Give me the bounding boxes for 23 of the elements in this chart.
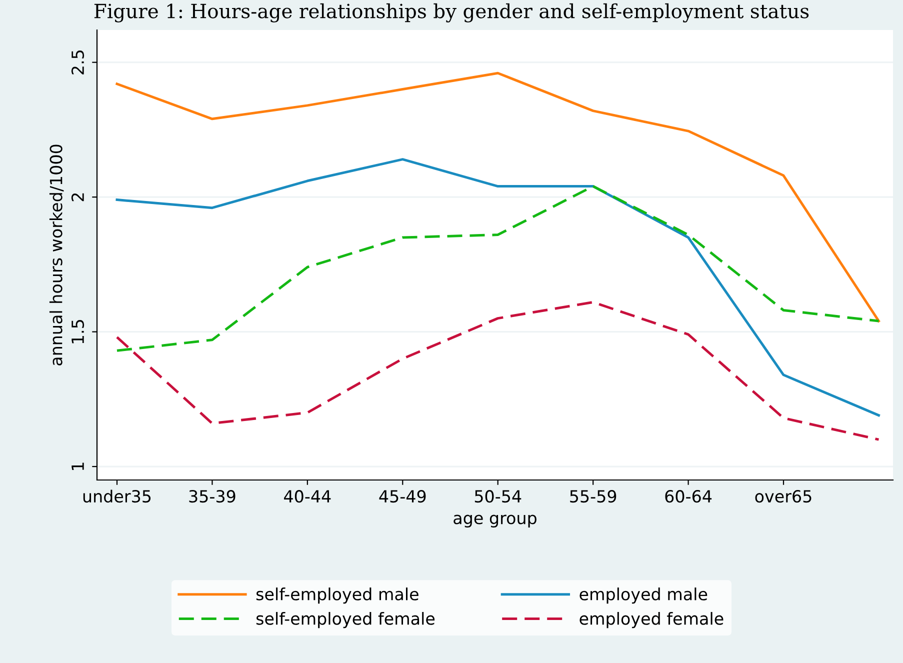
x-tick-label: over65 xyxy=(755,490,812,503)
x-tick-label: 45-49 xyxy=(379,490,426,503)
y-tick-label: 2.5 xyxy=(71,50,84,74)
x-tick-label: 60-64 xyxy=(665,490,712,503)
legend-label: employed female xyxy=(580,612,724,628)
x-tick-label: under35 xyxy=(83,490,151,503)
x-tick-label: 50-54 xyxy=(474,490,522,503)
y-axis-title: annual hours worked/1000 xyxy=(49,144,64,366)
x-tick-label: 55-59 xyxy=(570,490,616,503)
line-series xyxy=(116,158,880,417)
y-tick-label: 1 xyxy=(72,462,84,470)
y-tick-label: 2 xyxy=(71,193,84,202)
x-tick-label: 35-39 xyxy=(189,490,236,503)
x-axis-title: age group xyxy=(454,514,536,528)
legend-label: employed male xyxy=(580,588,708,604)
legend-label: self-employed male xyxy=(256,588,418,604)
line-series xyxy=(116,300,880,441)
line-series xyxy=(116,185,880,352)
x-tick-label: 40-44 xyxy=(284,490,331,503)
line-series xyxy=(116,72,880,322)
legend-label: self-employed female xyxy=(256,612,435,628)
chart-title: Figure 1: Hours-age relationships by gender and self-employment status xyxy=(94,3,809,22)
y-tick-label: 1.5 xyxy=(72,320,84,344)
